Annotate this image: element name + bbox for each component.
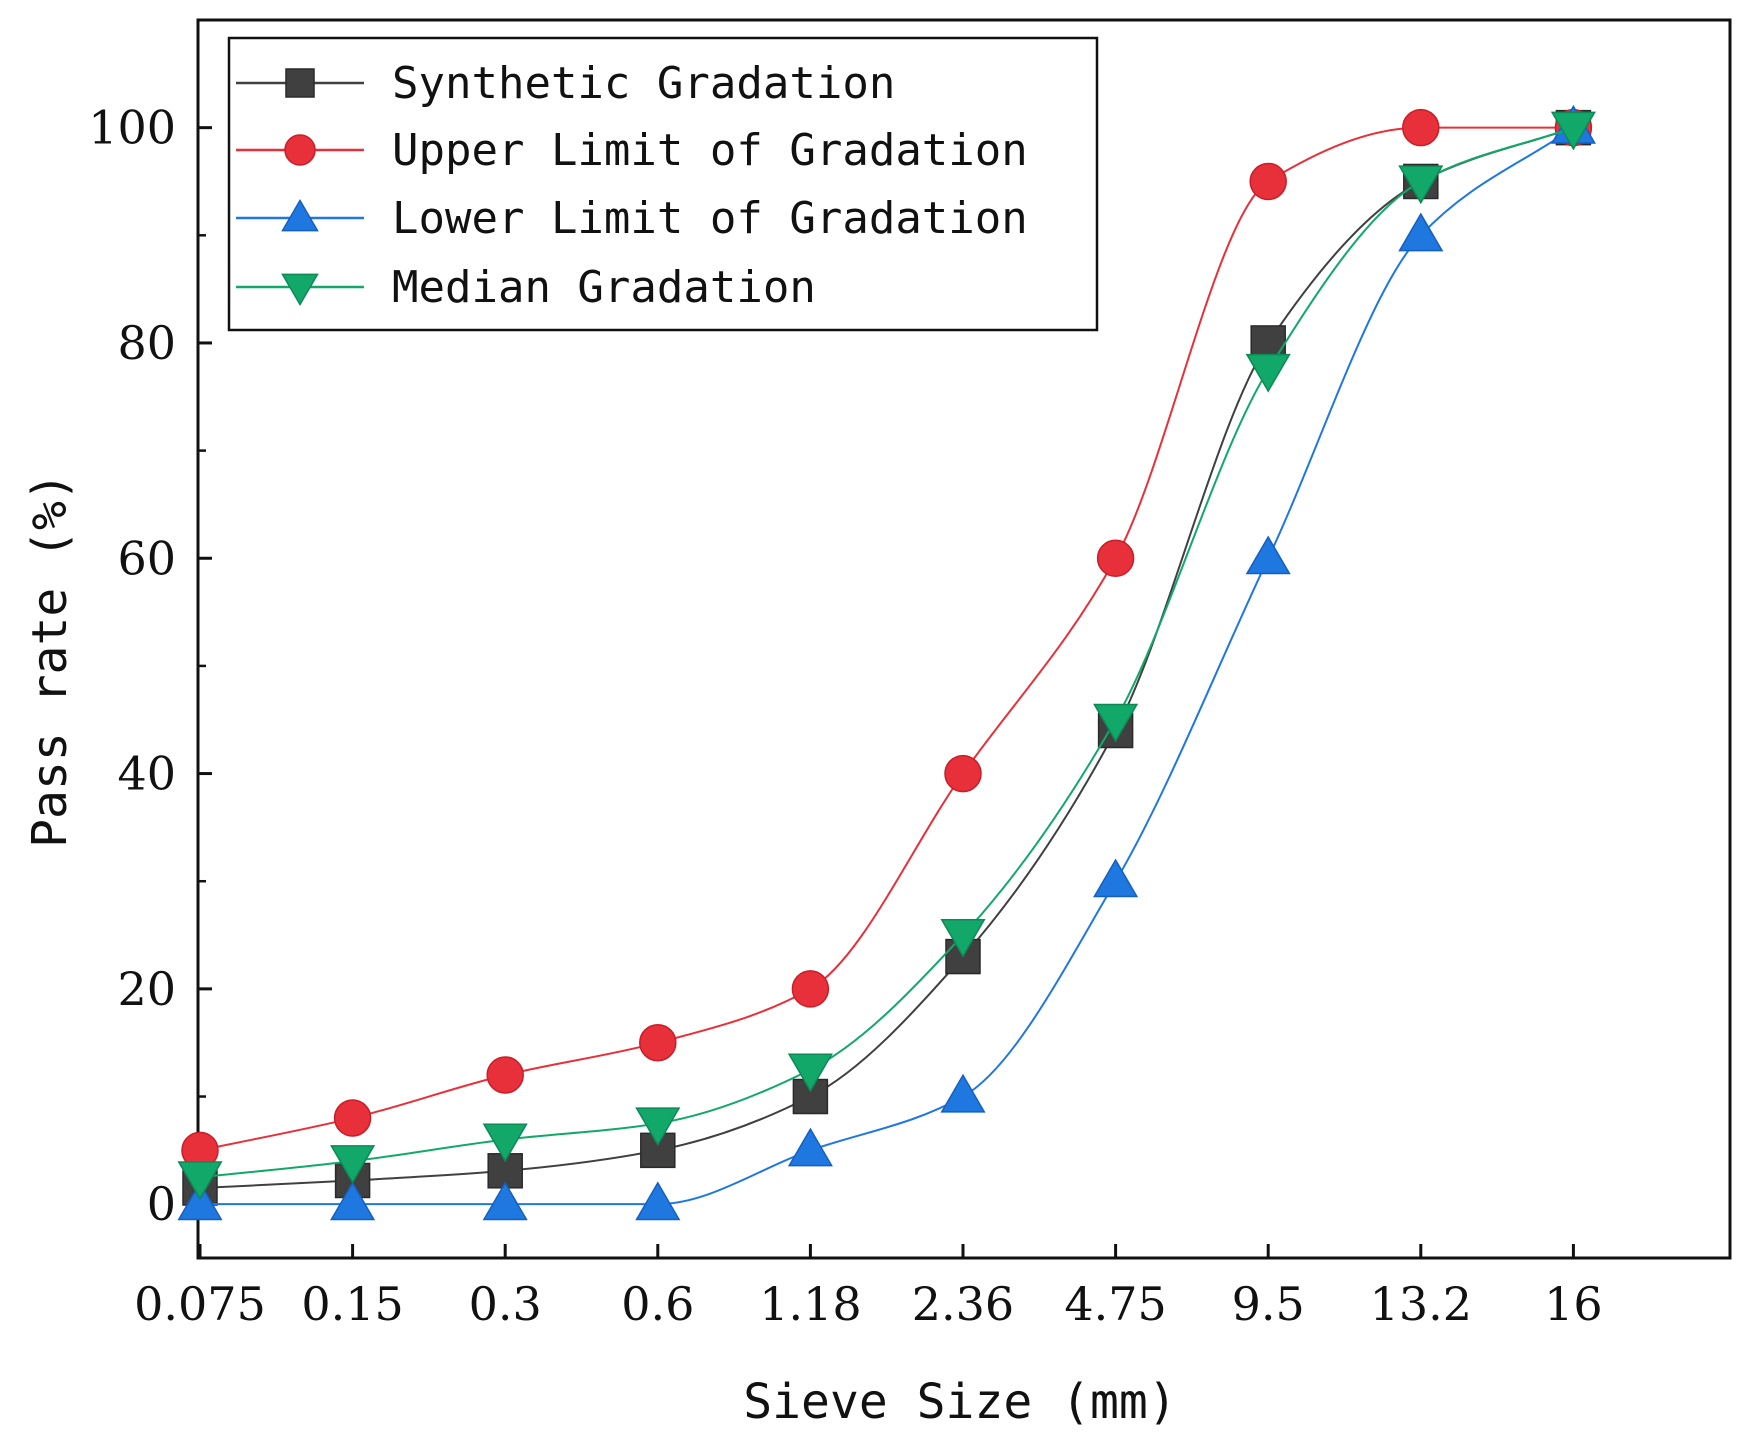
data-point [1096,539,1135,578]
y-tick-label: 80 [117,316,176,370]
legend-marker [281,199,319,232]
x-axis-title: Sieve Size (mm) [743,1374,1176,1430]
data-point [1093,858,1139,898]
data-point [1245,535,1291,575]
legend: Synthetic Gradation Upper Limit of Gradat… [227,36,1099,332]
y-axis-title: Pass rate (%) [22,472,78,848]
data-point [1093,703,1139,743]
legend-marker [284,134,316,166]
y-tick-label: 60 [117,531,176,585]
series-line [199,126,1574,1152]
y-tick-label: 20 [117,962,176,1016]
data-point [330,1181,376,1221]
data-point [1398,165,1444,205]
series-layer [177,104,1596,1221]
data-point [787,1053,833,1093]
x-tick-label: 16 [1544,1277,1603,1331]
data-point [635,1107,681,1147]
legend-label: Synthetic Gradation [392,58,895,109]
data-point [486,1056,524,1094]
data-point [1398,212,1444,252]
x-tick-label: 0.6 [621,1277,694,1331]
x-tick-label: 0.15 [301,1277,403,1331]
data-point [940,1073,986,1113]
x-tick-label: 9.5 [1232,1277,1305,1331]
data-point [940,918,986,958]
data-point [1402,108,1440,147]
data-point [482,1123,528,1163]
legend-label: Lower Limit of Gradation [392,193,1028,244]
data-point [330,1145,376,1184]
data-point [1245,353,1291,393]
data-point [177,1161,223,1201]
data-point [333,1099,372,1137]
x-tick-label: 4.75 [1064,1277,1166,1331]
legend-marker [285,68,315,98]
legend-label: Upper Limit of Gradation [392,125,1028,176]
series-upper-limit-of-gradation [181,108,1593,1170]
data-point [1249,162,1287,201]
legend-marker [281,273,319,306]
data-point [177,1181,223,1221]
x-tick-label: 2.36 [912,1277,1014,1331]
x-axis: 0.075 0.15 0.3 0.6 1.18 2.36 4.75 9.5 13.2 16 [134,1244,1603,1331]
data-point [1550,111,1596,151]
x-tick-label: 0.3 [469,1277,542,1331]
data-point [944,754,982,793]
data-point [639,1023,677,1062]
data-point [791,970,830,1008]
y-tick-label: 100 [88,101,176,155]
legend-label: Median Gradation [392,262,816,313]
y-axis: 0 20 40 60 80 100 [88,101,212,1231]
data-point [482,1181,528,1221]
x-tick-label: 1.18 [759,1277,861,1331]
data-point [635,1181,681,1221]
data-point [787,1127,833,1167]
legend-box [227,36,1099,332]
x-tick-label: 13.2 [1370,1277,1472,1331]
x-tick-label: 0.075 [134,1277,266,1331]
y-tick-label: 0 [147,1177,176,1231]
y-tick-label: 40 [117,747,176,801]
series-median-gradation [177,111,1596,1201]
